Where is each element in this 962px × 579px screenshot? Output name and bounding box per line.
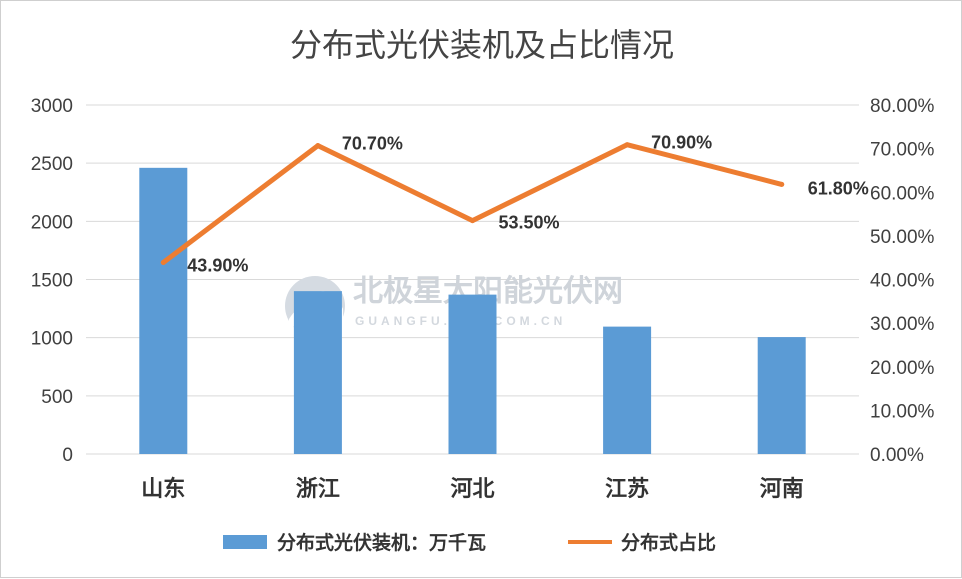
left-tick-label: 2000: [31, 212, 73, 233]
line-point: [160, 259, 166, 265]
right-tick-label: 40.00%: [870, 271, 935, 292]
left-tick-label: 0: [62, 445, 73, 466]
legend: 分布式光伏装机：万千瓦 分布式占比: [223, 531, 716, 554]
left-tick-label: 2500: [31, 154, 73, 175]
line-data-label: 70.90%: [651, 133, 712, 153]
line-point: [315, 143, 321, 149]
left-tick-label: 1000: [31, 329, 73, 350]
bar: [603, 326, 652, 454]
right-tick-label: 0.00%: [870, 445, 924, 466]
line-data-labels: 43.90% 70.70% 53.50% 70.90% 61.80%: [187, 133, 868, 276]
left-tick-label: 3000: [31, 96, 73, 117]
left-tick-label: 500: [41, 387, 73, 408]
category-label: 江苏: [605, 476, 649, 502]
bar-series: [139, 167, 806, 454]
right-tick-label: 10.00%: [870, 401, 935, 422]
bar: [293, 291, 342, 454]
line-path: [160, 142, 785, 265]
legend-line-label: 分布式占比: [621, 531, 716, 554]
line-point: [779, 181, 785, 187]
bar: [448, 294, 497, 454]
legend-bar-swatch: [223, 535, 267, 549]
line-data-label: 70.70%: [342, 134, 403, 154]
right-tick-label: 20.00%: [870, 358, 935, 379]
line-data-label: 53.50%: [499, 213, 560, 233]
category-label: 河北: [450, 477, 494, 502]
line-point: [624, 142, 630, 148]
right-tick-label: 80.00%: [870, 96, 935, 117]
line-series: [160, 142, 785, 265]
line-data-label: 43.90%: [187, 255, 248, 275]
bar: [757, 337, 806, 454]
right-axis-ticks: 0.00% 10.00% 20.00% 30.00% 40.00% 50.00% 60.00…: [870, 96, 935, 466]
category-label: 河南: [760, 477, 804, 502]
category-label: 浙江: [296, 477, 340, 502]
chart-title: 分布式光伏装机及占比情况: [290, 26, 674, 64]
line-data-label: 61.80%: [808, 178, 869, 198]
bar: [139, 167, 188, 454]
x-axis-categories: 山东 浙江 河北 江苏 河南: [141, 476, 803, 502]
right-tick-label: 50.00%: [870, 227, 935, 248]
category-label: 山东: [141, 476, 185, 502]
right-tick-label: 30.00%: [870, 314, 935, 335]
right-tick-label: 60.00%: [870, 183, 935, 204]
left-tick-label: 1500: [31, 271, 73, 292]
right-tick-label: 70.00%: [870, 140, 935, 161]
line-point: [470, 218, 475, 224]
legend-bar-label: 分布式光伏装机：万千瓦: [277, 531, 486, 554]
left-axis-ticks: 0 500 1000 1500 2000 2500 3000: [31, 96, 73, 466]
